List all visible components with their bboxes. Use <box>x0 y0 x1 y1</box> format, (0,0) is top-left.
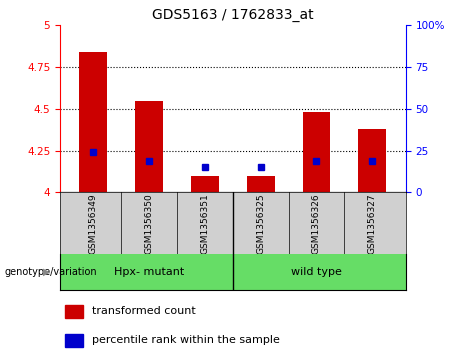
Bar <box>65 334 83 347</box>
Text: GSM1356351: GSM1356351 <box>201 193 209 254</box>
Bar <box>135 101 163 192</box>
Bar <box>191 176 219 192</box>
Text: GSM1356349: GSM1356349 <box>89 193 98 254</box>
Text: GSM1356327: GSM1356327 <box>368 193 377 254</box>
Text: transformed count: transformed count <box>92 306 196 317</box>
Bar <box>65 305 83 318</box>
Text: wild type: wild type <box>291 267 342 277</box>
Title: GDS5163 / 1762833_at: GDS5163 / 1762833_at <box>152 8 313 22</box>
Text: GSM1356350: GSM1356350 <box>145 193 154 254</box>
Text: GSM1356326: GSM1356326 <box>312 193 321 254</box>
Text: ▶: ▶ <box>43 267 51 277</box>
Bar <box>247 176 275 192</box>
Text: genotype/variation: genotype/variation <box>5 267 97 277</box>
Text: GSM1356325: GSM1356325 <box>256 193 265 254</box>
Bar <box>302 112 331 192</box>
Bar <box>79 52 107 192</box>
Bar <box>358 129 386 192</box>
Text: Hpx- mutant: Hpx- mutant <box>114 267 184 277</box>
Text: percentile rank within the sample: percentile rank within the sample <box>92 335 280 346</box>
